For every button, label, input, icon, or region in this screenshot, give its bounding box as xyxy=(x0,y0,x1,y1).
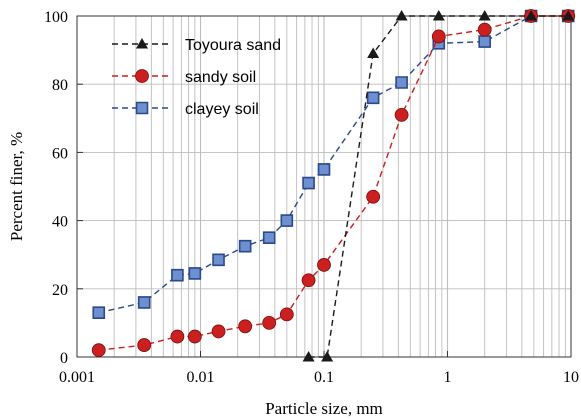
data-point-sandy-soil xyxy=(317,258,331,272)
data-point-clayey-soil xyxy=(302,176,315,190)
data-point-sandy-soil xyxy=(477,22,492,37)
y-tick-label: 60 xyxy=(52,145,68,162)
series-line-sandy-soil xyxy=(98,15,569,351)
x-tick-label: 0.1 xyxy=(314,369,334,386)
data-point-clayey-soil xyxy=(366,91,380,105)
data-point-sandy-soil xyxy=(91,343,106,358)
data-point-clayey-soil xyxy=(478,35,491,48)
y-tick-label: 40 xyxy=(52,214,68,231)
legend-marker-sandy-soil xyxy=(135,69,149,83)
data-point-clayey-soil xyxy=(262,231,276,244)
data-point-sandy-soil xyxy=(238,319,253,334)
legend-entry-clayey-soil: clayey soil xyxy=(112,101,259,118)
series-line-toyoura-sand xyxy=(308,15,569,358)
data-point-toyoura-sand xyxy=(321,351,334,362)
data-point-toyoura-sand xyxy=(478,10,491,21)
data-point-clayey-soil xyxy=(395,76,408,89)
data-point-clayey-soil xyxy=(137,296,151,309)
data-point-sandy-soil xyxy=(187,329,202,344)
data-point-sandy-soil xyxy=(279,307,294,322)
legend-label-toyoura-sand: Toyoura sand xyxy=(185,37,281,54)
x-tick-label: 10 xyxy=(563,369,579,386)
data-point-clayey-soil xyxy=(238,239,252,253)
legend-label-clayey-soil: clayey soil xyxy=(185,101,259,118)
data-point-toyoura-sand xyxy=(367,47,380,59)
data-point-sandy-soil xyxy=(211,324,226,339)
legend-label-sandy-soil: sandy soil xyxy=(185,69,256,86)
data-point-sandy-soil xyxy=(301,273,316,288)
legend-entry-toyoura-sand: Toyoura sand xyxy=(112,37,281,54)
data-point-toyoura-sand xyxy=(432,10,445,21)
data-point-clayey-soil xyxy=(188,267,202,280)
series-layer xyxy=(91,9,576,362)
legend-marker-clayey-soil xyxy=(135,101,149,115)
x-tick-label: 1 xyxy=(444,369,452,386)
legend-entry-sandy-soil: sandy soil xyxy=(112,69,256,86)
y-tick-label: 20 xyxy=(52,282,68,299)
y-axis-title: Percent finer, % xyxy=(7,132,26,241)
data-point-toyoura-sand xyxy=(562,10,575,21)
data-point-clayey-soil xyxy=(92,306,106,319)
data-point-toyoura-sand xyxy=(302,351,315,362)
x-tick-label: 0.01 xyxy=(187,369,215,386)
data-point-toyoura-sand xyxy=(395,10,408,21)
y-tick-label: 80 xyxy=(52,77,68,94)
series-line-clayey-soil xyxy=(98,15,569,314)
y-tick-label: 0 xyxy=(60,350,68,367)
data-point-sandy-soil xyxy=(394,107,409,122)
data-point-clayey-soil xyxy=(212,253,225,267)
data-point-clayey-soil xyxy=(280,214,294,227)
data-point-sandy-soil xyxy=(262,315,277,330)
data-point-sandy-soil xyxy=(137,338,152,352)
legend: Toyoura sand sandy soil clayey soil xyxy=(112,37,281,118)
x-tick-label: 0.001 xyxy=(59,369,95,386)
data-point-sandy-soil xyxy=(170,329,185,344)
data-point-sandy-soil xyxy=(366,189,381,204)
data-point-sandy-soil xyxy=(431,29,446,44)
data-point-clayey-soil xyxy=(317,163,331,176)
x-axis-title: Particle size, mm xyxy=(265,399,383,418)
data-point-toyoura-sand xyxy=(525,10,538,21)
legend-marker-toyoura-sand xyxy=(136,38,148,49)
grid-lines xyxy=(77,16,571,357)
y-tick-label: 100 xyxy=(44,9,68,26)
data-point-clayey-soil xyxy=(171,268,184,282)
